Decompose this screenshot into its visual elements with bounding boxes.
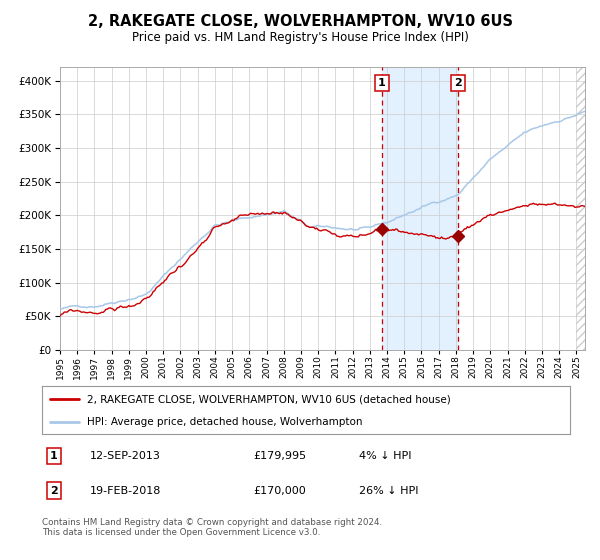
Text: £170,000: £170,000 <box>253 486 306 496</box>
Text: 26% ↓ HPI: 26% ↓ HPI <box>359 486 418 496</box>
Text: HPI: Average price, detached house, Wolverhampton: HPI: Average price, detached house, Wolv… <box>87 417 362 427</box>
Bar <box>577 67 585 350</box>
Text: £179,995: £179,995 <box>253 451 307 461</box>
Text: 2, RAKEGATE CLOSE, WOLVERHAMPTON, WV10 6US: 2, RAKEGATE CLOSE, WOLVERHAMPTON, WV10 6… <box>88 14 512 29</box>
Text: 1: 1 <box>50 451 58 461</box>
Text: 1: 1 <box>378 78 386 88</box>
Text: 2, RAKEGATE CLOSE, WOLVERHAMPTON, WV10 6US (detached house): 2, RAKEGATE CLOSE, WOLVERHAMPTON, WV10 6… <box>87 394 451 404</box>
Bar <box>382 67 458 350</box>
Text: 2: 2 <box>454 78 462 88</box>
Text: Price paid vs. HM Land Registry's House Price Index (HPI): Price paid vs. HM Land Registry's House … <box>131 31 469 44</box>
Text: 4% ↓ HPI: 4% ↓ HPI <box>359 451 412 461</box>
Text: 19-FEB-2018: 19-FEB-2018 <box>89 486 161 496</box>
Text: Contains HM Land Registry data © Crown copyright and database right 2024.
This d: Contains HM Land Registry data © Crown c… <box>42 518 382 538</box>
Text: 2: 2 <box>50 486 58 496</box>
Text: 12-SEP-2013: 12-SEP-2013 <box>89 451 160 461</box>
